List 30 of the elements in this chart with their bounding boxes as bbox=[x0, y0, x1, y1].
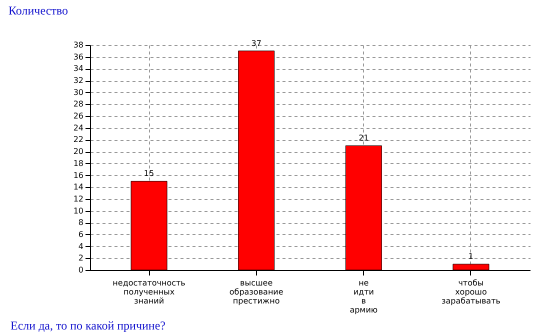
y-tick-label: 8 bbox=[78, 218, 84, 228]
y-tick-label: 30 bbox=[73, 88, 84, 97]
y-tick-label: 22 bbox=[73, 135, 84, 144]
y-tick-label: 34 bbox=[73, 64, 84, 74]
y-tick-label: 18 bbox=[73, 158, 84, 168]
y-tick-label: 36 bbox=[73, 52, 84, 62]
y-tick-label: 24 bbox=[73, 123, 84, 132]
y-tick-label: 16 bbox=[73, 170, 84, 180]
x-tick-label: не идти в армию bbox=[350, 278, 378, 314]
x-tick-label: чтобы хорошо зарабатывать bbox=[442, 278, 501, 306]
y-tick-label: 10 bbox=[73, 206, 84, 216]
data-label: 1 bbox=[468, 252, 474, 262]
y-tick-label: 14 bbox=[73, 182, 84, 192]
data-label: 21 bbox=[358, 134, 369, 143]
y-tick-label: 4 bbox=[78, 242, 84, 251]
y-tick-label: 20 bbox=[73, 147, 84, 156]
y-tick-label: 0 bbox=[78, 266, 84, 274]
x-tick-label: высшее образование престижно bbox=[229, 278, 284, 306]
y-tick-label: 12 bbox=[73, 194, 84, 204]
data-label: 15 bbox=[144, 169, 154, 178]
y-tick-label: 26 bbox=[73, 112, 84, 121]
y-axis-title: Количество bbox=[8, 4, 68, 18]
x-axis-title: Если да, то по какой причине? bbox=[10, 318, 166, 332]
y-tick-label: 6 bbox=[78, 230, 84, 239]
y-tick-label: 32 bbox=[73, 76, 84, 86]
data-label: 37 bbox=[251, 38, 262, 48]
x-tick-label: недостаточность полученных знаний bbox=[112, 278, 186, 306]
y-tick-label: 38 bbox=[73, 40, 84, 50]
y-tick-label: 2 bbox=[78, 254, 84, 263]
y-tick-label: 28 bbox=[73, 100, 84, 109]
